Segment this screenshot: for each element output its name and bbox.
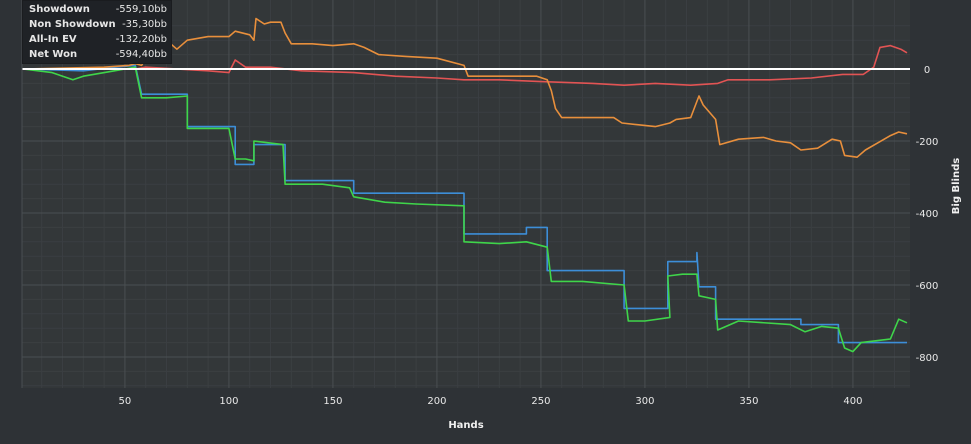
x-axis-title: Hands [448, 420, 483, 431]
x-axis-ticks: 50 100 150 200 250 300 350 400 [119, 396, 863, 407]
series-line-non-showdown [23, 44, 908, 86]
grid-minor [22, 0, 910, 388]
legend-row-net-won: Net Won -594,40bb [29, 47, 167, 62]
legend-row-showdown: Showdown -559,10bb [29, 2, 167, 17]
x-tick-label: 250 [531, 396, 550, 407]
x-tick-label: 300 [635, 396, 654, 407]
legend-value: -594,40bb [115, 49, 167, 60]
legend-row-non-showdown: Non Showdown -35,30bb [29, 17, 167, 32]
y-axis-title: Big Blinds [951, 158, 962, 214]
x-tick-label: 350 [739, 396, 758, 407]
series-line-net-won [22, 66, 908, 353]
legend-row-all-in-ev: All-In EV -132,20bb [29, 32, 167, 47]
legend-label: Net Won [29, 49, 78, 60]
x-tick-label: 100 [219, 396, 238, 407]
x-tick-label: 150 [323, 396, 342, 407]
series-layer [22, 17, 908, 353]
y-tick-label: -400 [916, 209, 939, 220]
x-tick-label: 50 [119, 396, 132, 407]
y-axis-ticks: 0 -200 -400 -600 -800 [916, 65, 939, 364]
legend-label: All-In EV [29, 34, 77, 45]
y-tick-label: 0 [924, 65, 930, 76]
legend-value: -559,10bb [115, 4, 167, 15]
legend-label: Non Showdown [29, 19, 116, 30]
legend: Showdown -559,10bb Non Showdown -35,30bb… [22, 0, 172, 64]
y-tick-label: -200 [916, 137, 939, 148]
legend-label: Showdown [29, 4, 90, 15]
grid-major [22, 0, 910, 388]
x-tick-label: 400 [843, 396, 862, 407]
x-tick-label: 200 [427, 396, 446, 407]
legend-value: -35,30bb [122, 19, 167, 30]
y-tick-label: -800 [916, 353, 939, 364]
legend-value: -132,20bb [115, 34, 167, 45]
series-line-all-in-ev [22, 17, 908, 158]
y-tick-label: -600 [916, 281, 939, 292]
